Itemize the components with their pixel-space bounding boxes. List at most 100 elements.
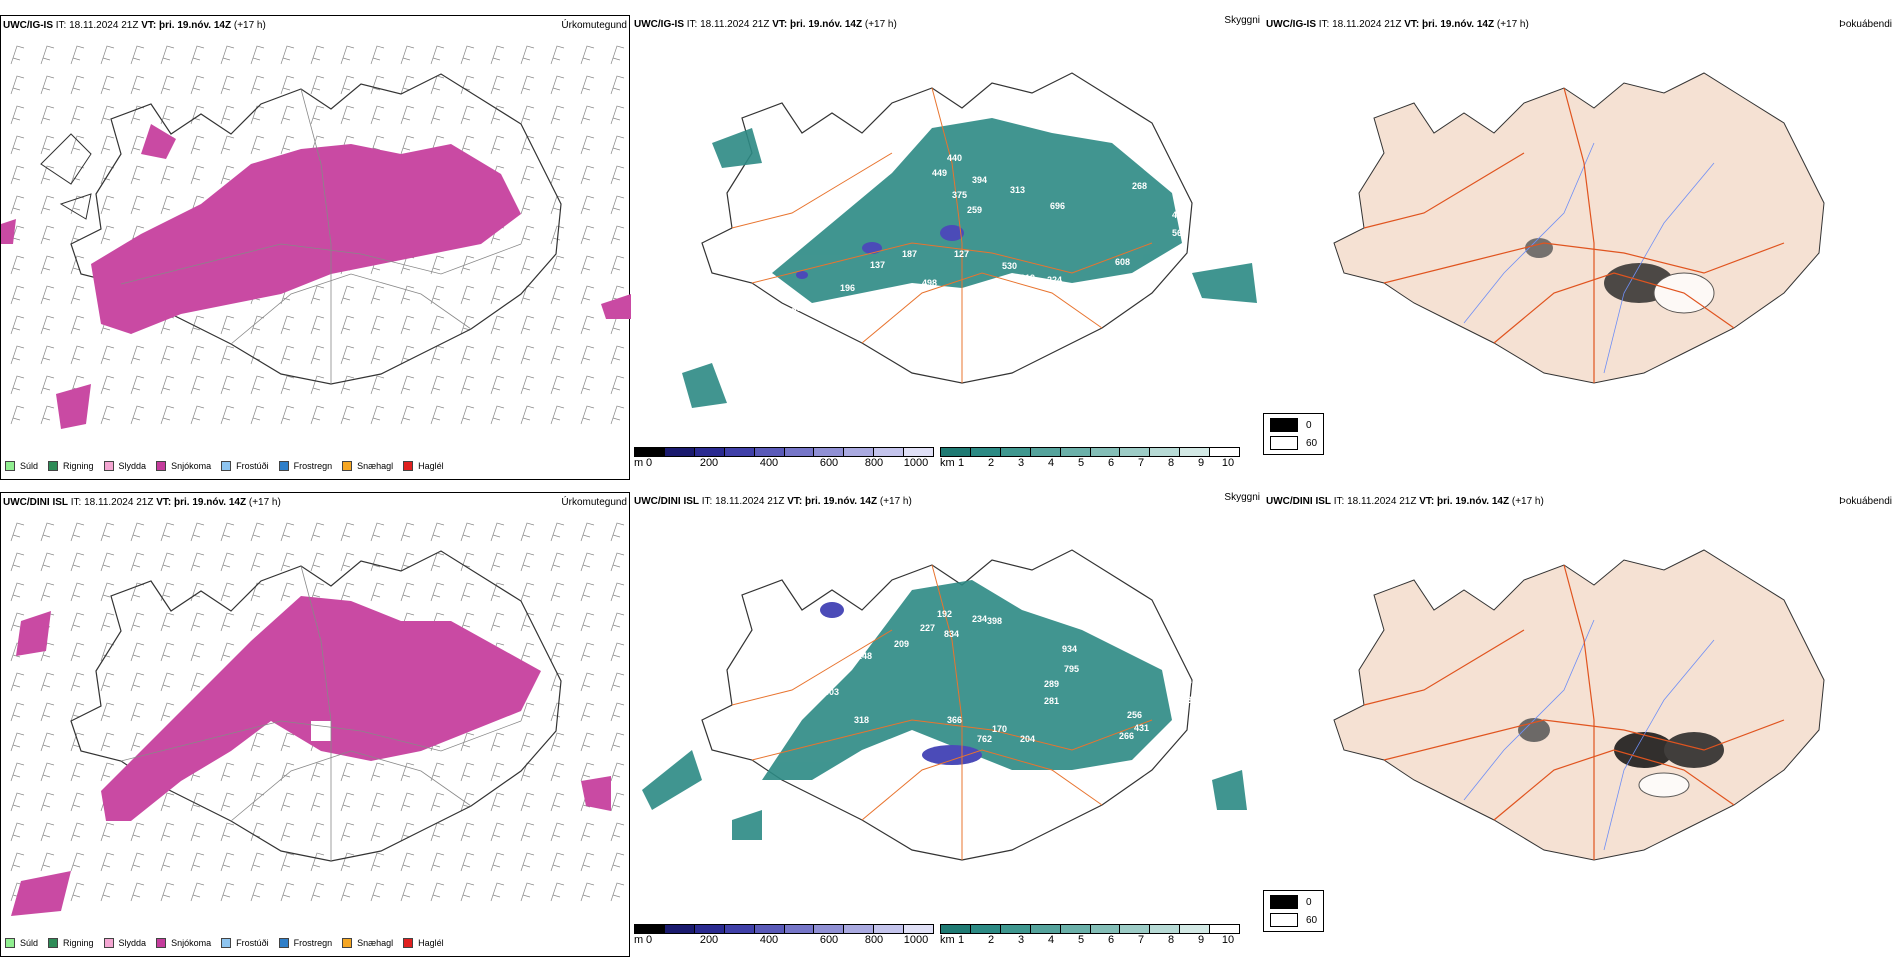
panel-header: UWC/DINI ISL IT: 18.11.2024 21Z VT: þri.… [3, 497, 627, 511]
wind-barb [551, 673, 564, 691]
fog-map [1264, 43, 1894, 443]
panel-title: Þokuábendi [1839, 19, 1892, 30]
wind-barb [311, 346, 324, 364]
wind-barb [581, 763, 594, 781]
legend-item: Súld [5, 938, 38, 948]
wind-barb [311, 376, 324, 394]
it-label: IT: [1319, 19, 1330, 30]
wind-barb [431, 793, 444, 811]
fog-map [1264, 520, 1894, 920]
wind-barb [461, 763, 474, 781]
wind-barb [131, 196, 144, 214]
wind-barb [41, 793, 54, 811]
wind-barb [11, 376, 24, 394]
ceiling-label: 567 [1172, 228, 1187, 238]
wind-barb [521, 406, 534, 424]
wind-barb [41, 823, 54, 841]
ceiling-label: 266 [1119, 731, 1134, 741]
wind-barb [611, 196, 624, 214]
wind-barb [401, 853, 414, 871]
wind-barb [611, 346, 624, 364]
wind-barb [251, 583, 264, 601]
wind-barb [11, 76, 24, 94]
ceiling-label: 498 [922, 278, 937, 288]
wind-barb [11, 763, 24, 781]
wind-barb [491, 553, 504, 571]
cbar-tick: 7 [1138, 457, 1144, 469]
panel-header: UWC/DINI ISL IT: 18.11.2024 21Z VT: þri.… [1266, 496, 1892, 510]
iceland-land [1334, 73, 1824, 383]
wind-barb [131, 673, 144, 691]
ceiling-label: 192 [937, 609, 952, 619]
wind-barb [11, 793, 24, 811]
wind-barb [311, 286, 324, 304]
wind-barb [461, 346, 474, 364]
wind-barb [491, 346, 504, 364]
ceiling-label: 196 [840, 283, 855, 293]
vt-label: VT: [787, 496, 802, 507]
ceiling-label: 259 [967, 205, 982, 215]
visibility-colorbar: km 1 2 3 4 5 6 7 8 9 10 [940, 924, 1240, 946]
wind-barb [71, 763, 84, 781]
wind-barb [551, 823, 564, 841]
wind-barb [221, 823, 234, 841]
wind-barb [431, 583, 444, 601]
wind-barb [611, 823, 624, 841]
wind-barb [41, 256, 54, 274]
wind-barb [581, 226, 594, 244]
ceiling-map: 192227234 3988342092489347952893032817273… [632, 520, 1262, 920]
it-value: 18.11.2024 21Z [69, 20, 138, 31]
wind-barb [551, 883, 564, 901]
ceiling-map: 440449394375 313259 696268435567187 127530 6… [632, 43, 1262, 443]
wind-barb [101, 733, 114, 751]
wind-barb [281, 523, 294, 541]
wind-barb [581, 166, 594, 184]
wind-barb [41, 226, 54, 244]
wind-barb [521, 166, 534, 184]
fog-panel-top: UWC/IG-IS IT: 18.11.2024 21Z VT: þri. 19… [1264, 15, 1894, 480]
fog-legend-label: 60 [1306, 438, 1317, 449]
wind-barb [221, 316, 234, 334]
wind-barb [401, 316, 414, 334]
cbar-tick: 800 [865, 934, 883, 946]
precip-legend: Súld Rigning Slydda Snjókoma Frostúði Fr… [5, 938, 444, 948]
wind-barb [221, 346, 234, 364]
wind-barb [221, 376, 234, 394]
it-label: IT: [71, 497, 82, 508]
wind-barb [131, 613, 144, 631]
cbar-tick: 800 [865, 457, 883, 469]
ceiling-label: 366 [947, 715, 962, 725]
wind-barb [461, 823, 474, 841]
wind-barb [461, 853, 474, 871]
it-label: IT: [1334, 496, 1345, 507]
wind-barb [161, 376, 174, 394]
wind-barb [341, 793, 354, 811]
wind-barb [611, 733, 624, 751]
colorbar-swatches [940, 447, 1240, 457]
wind-barb [551, 376, 564, 394]
wind-barb [221, 406, 234, 424]
wind-barb [431, 883, 444, 901]
wind-barb [41, 673, 54, 691]
legend-item: Frostúði [221, 938, 269, 948]
wind-barb [581, 346, 594, 364]
wind-barb [11, 106, 24, 124]
wind-barb [371, 76, 384, 94]
cbar-unit: km [940, 934, 955, 946]
model-name: UWC/IG-IS [634, 19, 684, 30]
wind-barb [431, 256, 444, 274]
wind-barb [71, 286, 84, 304]
legend-item: Frostregn [279, 461, 333, 471]
wind-barb [131, 823, 144, 841]
ceiling-label: 289 [1044, 679, 1059, 689]
wind-barb [311, 46, 324, 64]
vt-label: VT: [1404, 19, 1419, 30]
model-name: UWC/IG-IS [3, 20, 53, 31]
wind-barb [371, 286, 384, 304]
wind-barb [581, 553, 594, 571]
wind-barb [371, 883, 384, 901]
legend-item: Snæhagl [342, 461, 393, 471]
wind-barb [611, 883, 624, 901]
fog-legend-label: 0 [1306, 420, 1312, 431]
cbar-tick: 10 [1222, 934, 1234, 946]
